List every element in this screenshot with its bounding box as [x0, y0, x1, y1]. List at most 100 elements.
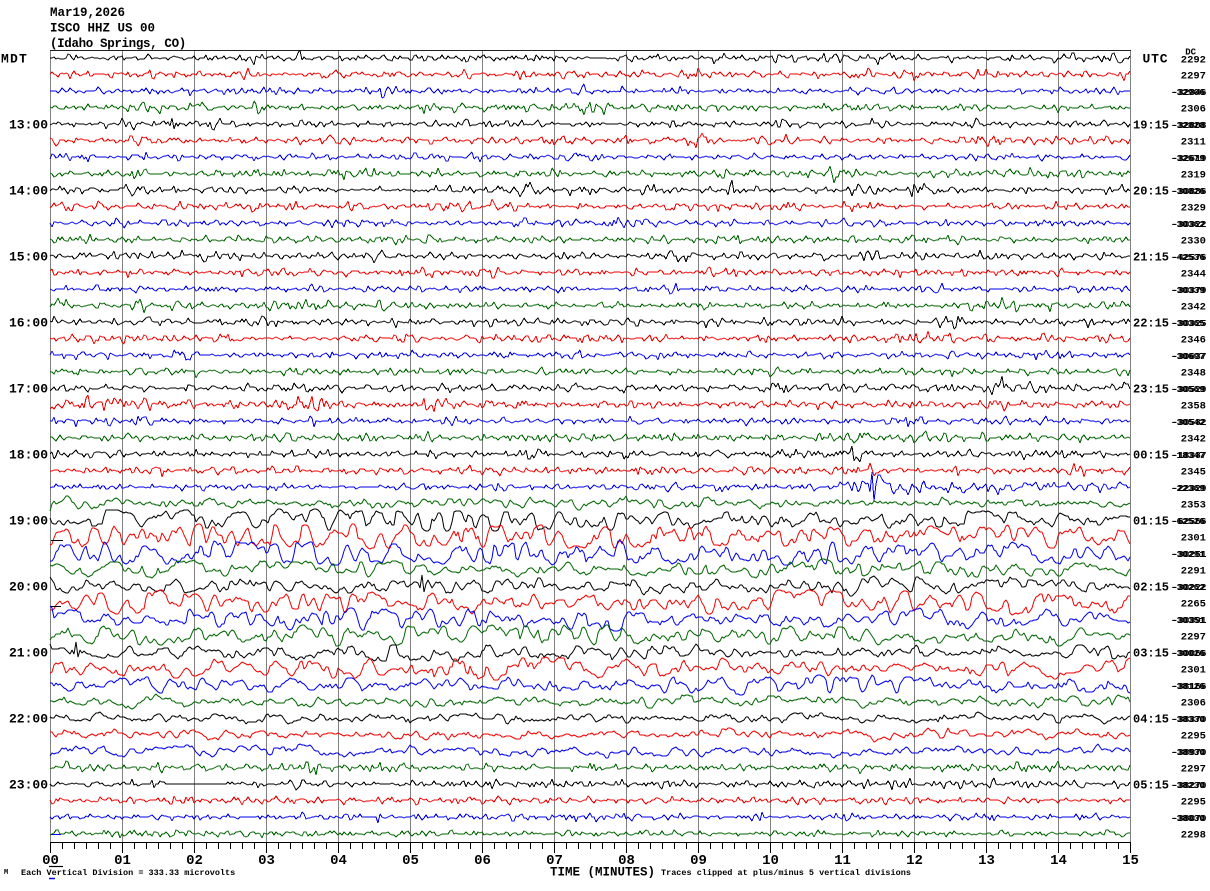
svg-text:2342: 2342 [1181, 302, 1206, 314]
svg-text:ISCO HHZ US 00: ISCO HHZ US 00 [50, 22, 155, 36]
svg-text:19:00: 19:00 [9, 514, 48, 529]
svg-text:12: 12 [906, 853, 923, 869]
svg-text:-38126: -38126 [1171, 681, 1206, 692]
svg-text:2344: 2344 [1181, 269, 1206, 281]
svg-text:02:15: 02:15 [1133, 581, 1169, 595]
svg-text:2291: 2291 [1181, 566, 1206, 578]
svg-text:2306: 2306 [1181, 698, 1206, 710]
svg-text:-38330: -38330 [1171, 714, 1206, 725]
svg-text:-62566: -62566 [1172, 516, 1207, 527]
svg-text:2358: 2358 [1181, 401, 1206, 413]
svg-text:-30291: -30291 [1171, 549, 1206, 560]
svg-text:03:15: 03:15 [1133, 647, 1169, 661]
svg-text:-38970: -38970 [1172, 747, 1207, 758]
svg-text:19:15: 19:15 [1133, 119, 1169, 133]
svg-text:-30379: -30379 [1172, 285, 1207, 296]
svg-text:Mar19,2026: Mar19,2026 [50, 6, 125, 20]
svg-text:M: M [4, 869, 8, 877]
svg-text:-62526: -62526 [1171, 516, 1206, 527]
svg-text:-32906: -32906 [1171, 87, 1206, 98]
svg-text:-30362: -30362 [1171, 219, 1206, 230]
svg-text:DC: DC [1185, 48, 1196, 58]
svg-text:-30026: -30026 [1171, 648, 1206, 659]
svg-text:-18387: -18387 [1172, 450, 1207, 461]
svg-text:TIME (MINUTES): TIME (MINUTES) [550, 866, 655, 880]
svg-text:-30569: -30569 [1171, 384, 1206, 395]
svg-text:15:00: 15:00 [9, 250, 48, 265]
svg-text:-22329: -22329 [1172, 483, 1207, 494]
svg-text:03: 03 [258, 853, 275, 869]
svg-text:-18347: -18347 [1171, 450, 1206, 461]
svg-text:02: 02 [186, 853, 203, 869]
svg-text:06: 06 [474, 853, 491, 869]
svg-text:01: 01 [114, 853, 131, 869]
svg-text:13: 13 [978, 853, 995, 869]
svg-text:-42536: -42536 [1171, 252, 1206, 263]
svg-text:2319: 2319 [1181, 170, 1206, 182]
svg-text:2298: 2298 [1181, 830, 1206, 842]
svg-text:00: 00 [42, 853, 59, 869]
svg-text:16:00: 16:00 [9, 316, 48, 331]
svg-text:2342: 2342 [1181, 434, 1206, 446]
svg-text:05: 05 [402, 853, 419, 869]
svg-text:2295: 2295 [1181, 731, 1206, 743]
svg-text:2330: 2330 [1181, 236, 1206, 248]
svg-text:-32619: -32619 [1172, 153, 1207, 164]
svg-text:2292: 2292 [1181, 55, 1206, 67]
svg-text:-38370: -38370 [1172, 714, 1207, 725]
svg-text:-30339: -30339 [1171, 285, 1206, 296]
svg-text:2353: 2353 [1181, 500, 1206, 512]
svg-text:21:15: 21:15 [1133, 251, 1169, 265]
svg-text:15: 15 [1122, 853, 1139, 869]
svg-text:20:00: 20:00 [9, 580, 48, 595]
svg-text:-30637: -30637 [1172, 351, 1207, 362]
svg-text:04: 04 [330, 853, 347, 869]
svg-text:23:00: 23:00 [9, 778, 48, 793]
svg-text:2346: 2346 [1181, 335, 1206, 347]
svg-text:-32808: -32808 [1172, 120, 1207, 131]
svg-text:23:15: 23:15 [1133, 383, 1169, 397]
svg-text:-30886: -30886 [1172, 186, 1207, 197]
svg-text:2265: 2265 [1181, 599, 1206, 611]
svg-text:-30529: -30529 [1172, 384, 1207, 395]
svg-text:-32828: -32828 [1171, 120, 1206, 131]
svg-text:-30325: -30325 [1172, 318, 1207, 329]
svg-text:-30826: -30826 [1171, 186, 1206, 197]
svg-text:17:00: 17:00 [9, 382, 48, 397]
svg-text:22:15: 22:15 [1133, 317, 1169, 331]
svg-text:09: 09 [690, 853, 707, 869]
svg-text:22:00: 22:00 [9, 712, 48, 727]
svg-text:14:00: 14:00 [9, 184, 48, 199]
svg-text:04:15: 04:15 [1133, 713, 1169, 727]
svg-text:-22369: -22369 [1171, 483, 1206, 494]
svg-text:2297: 2297 [1181, 764, 1206, 776]
svg-text:-30365: -30365 [1171, 318, 1206, 329]
svg-text:2345: 2345 [1181, 467, 1206, 479]
svg-text:2306: 2306 [1181, 104, 1206, 116]
svg-text:-30066: -30066 [1172, 648, 1207, 659]
svg-text:-30262: -30262 [1171, 582, 1206, 593]
svg-text:UTC: UTC [1143, 52, 1169, 67]
svg-text:-38166: -38166 [1172, 681, 1207, 692]
svg-text:2297: 2297 [1181, 71, 1206, 83]
svg-text:-38070: -38070 [1172, 813, 1207, 824]
svg-text:21:00: 21:00 [9, 646, 48, 661]
svg-text:2301: 2301 [1181, 665, 1206, 677]
svg-text:2329: 2329 [1181, 203, 1206, 215]
svg-text:18:00: 18:00 [9, 448, 48, 463]
svg-text:14: 14 [1050, 853, 1067, 869]
svg-text:-42576: -42576 [1172, 252, 1207, 263]
svg-text:2297: 2297 [1181, 632, 1206, 644]
svg-text:2295: 2295 [1181, 797, 1206, 809]
svg-text:2311: 2311 [1181, 137, 1206, 149]
svg-text:-30391: -30391 [1172, 615, 1207, 626]
svg-text:10: 10 [762, 853, 779, 869]
svg-text:20:15: 20:15 [1133, 185, 1169, 199]
svg-text:-32679: -32679 [1171, 153, 1206, 164]
svg-text:MDT: MDT [1, 52, 28, 67]
svg-text:-38930: -38930 [1171, 747, 1206, 758]
svg-text:07: 07 [546, 853, 563, 869]
svg-text:-30697: -30697 [1171, 351, 1206, 362]
svg-text:2301: 2301 [1181, 533, 1206, 545]
svg-text:(Idaho Springs, CO): (Idaho Springs, CO) [50, 37, 186, 51]
